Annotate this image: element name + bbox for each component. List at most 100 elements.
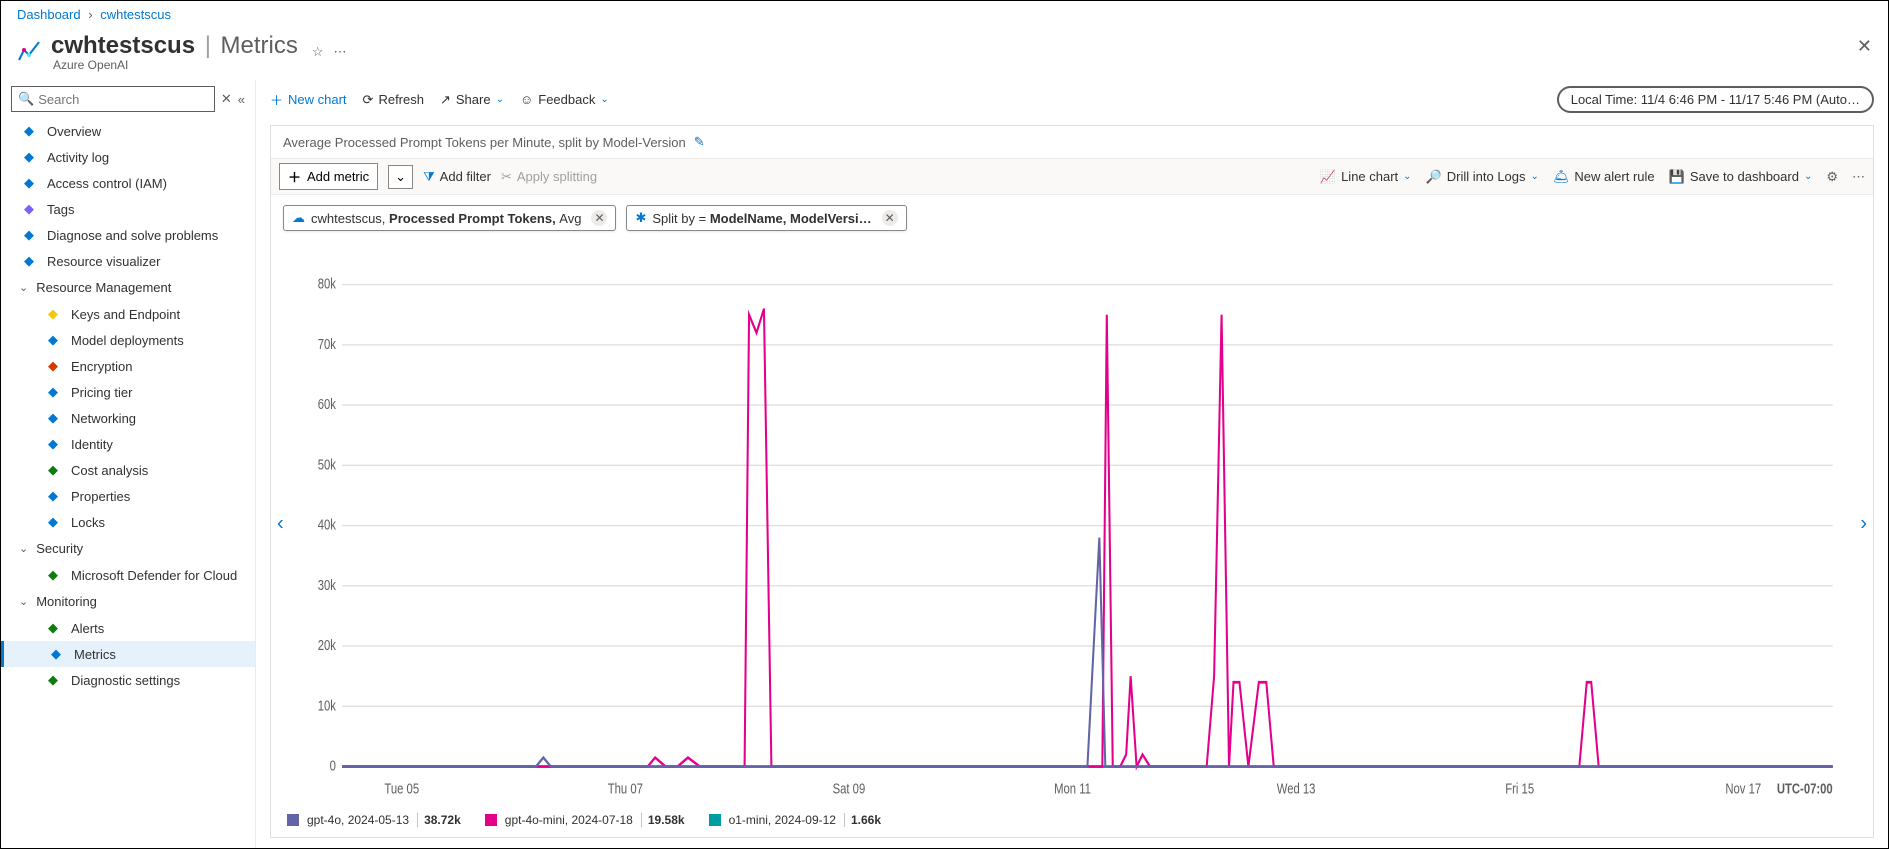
new-chart-button[interactable]: ＋New chart xyxy=(270,90,347,109)
svg-text:UTC-07:00: UTC-07:00 xyxy=(1777,780,1833,797)
nav-icon: ◆ xyxy=(45,358,61,374)
sidebar-group[interactable]: ⌄Monitoring xyxy=(1,588,255,615)
svg-text:Mon 11: Mon 11 xyxy=(1054,780,1091,797)
nav-icon: ◆ xyxy=(45,672,61,688)
sidebar-item[interactable]: ◆Pricing tier xyxy=(1,379,255,405)
apply-splitting-button: ✂Apply splitting xyxy=(501,169,597,185)
nav-icon: ◆ xyxy=(21,227,37,243)
chevron-down-icon: ⌄ xyxy=(19,542,28,555)
nav-icon: ◆ xyxy=(45,620,61,636)
sidebar-item[interactable]: ◆Access control (IAM) xyxy=(1,170,255,196)
chart-title: Average Processed Prompt Tokens per Minu… xyxy=(283,135,686,150)
svg-text:Wed 13: Wed 13 xyxy=(1277,780,1316,797)
refresh-button[interactable]: ⟳Refresh xyxy=(363,92,424,108)
sidebar-group[interactable]: ⌄Security xyxy=(1,535,255,562)
nav-icon: ◆ xyxy=(45,332,61,348)
nav-icon: ◆ xyxy=(45,514,61,530)
sidebar-item[interactable]: ◆Locks xyxy=(1,509,255,535)
sidebar-item[interactable]: ◆Keys and Endpoint xyxy=(1,301,255,327)
chevron-down-icon: ⌄ xyxy=(19,281,28,294)
sidebar-item[interactable]: ◆Diagnostic settings xyxy=(1,667,255,693)
chart-settings-icon[interactable]: ⚙ xyxy=(1826,169,1838,185)
sidebar-item[interactable]: ◆Metrics xyxy=(1,641,255,667)
drill-logs-button[interactable]: 🔎Drill into Logs⌄ xyxy=(1426,169,1539,185)
share-button[interactable]: ↗Share⌄ xyxy=(440,92,504,108)
main-content: ＋New chart ⟳Refresh ↗Share⌄ ☺Feedback⌄ L… xyxy=(256,80,1888,848)
nav-icon: ◆ xyxy=(45,410,61,426)
svg-text:60k: 60k xyxy=(318,396,337,413)
refresh-icon: ⟳ xyxy=(363,92,374,108)
sidebar-item[interactable]: ◆Model deployments xyxy=(1,327,255,353)
more-icon[interactable]: ⋯ xyxy=(334,44,347,60)
split-by-icon: ✱ xyxy=(635,210,646,226)
sidebar-item[interactable]: ◆Cost analysis xyxy=(1,457,255,483)
svg-text:Fri 15: Fri 15 xyxy=(1505,780,1534,797)
feedback-button[interactable]: ☺Feedback⌄ xyxy=(520,92,609,107)
nav-icon: ◆ xyxy=(45,436,61,452)
sidebar-item[interactable]: ◆Alerts xyxy=(1,615,255,641)
svg-text:Tue 05: Tue 05 xyxy=(384,780,419,797)
feedback-icon: ☺ xyxy=(520,92,533,107)
line-chart: 010k20k30k40k50k60k70k80kTue 05Thu 07Sat… xyxy=(301,241,1843,807)
chart-more-icon[interactable]: ⋯ xyxy=(1852,169,1865,185)
toolbar: ＋New chart ⟳Refresh ↗Share⌄ ☺Feedback⌄ L… xyxy=(256,80,1888,119)
page-title: cwhtestscus xyxy=(51,32,195,59)
nav-icon: ◆ xyxy=(21,253,37,269)
svg-text:Nov 17: Nov 17 xyxy=(1725,780,1761,797)
legend-entry[interactable]: gpt-4o, 2024-05-1338.72k xyxy=(287,813,461,827)
sidebar-item[interactable]: ◆Resource visualizer xyxy=(1,248,255,274)
edit-title-icon[interactable]: ✎ xyxy=(694,134,705,150)
metric-pill[interactable]: ☁ cwhtestscus, Processed Prompt Tokens, … xyxy=(283,205,616,231)
time-range-picker[interactable]: Local Time: 11/4 6:46 PM - 11/17 5:46 PM… xyxy=(1557,86,1874,113)
add-filter-button[interactable]: ⧩Add filter xyxy=(423,169,491,185)
chart-type-button[interactable]: 📈Line chart⌄ xyxy=(1320,169,1412,185)
logs-icon: 🔎 xyxy=(1426,169,1442,185)
collapse-sidebar-icon[interactable]: « xyxy=(238,92,245,107)
chevron-down-icon: ⌄ xyxy=(19,595,28,608)
breadcrumb-current[interactable]: cwhtestscus xyxy=(100,7,171,22)
split-icon: ✂ xyxy=(501,169,512,185)
nav-icon: ◆ xyxy=(45,488,61,504)
chart-next-icon[interactable]: › xyxy=(1860,513,1867,536)
close-icon[interactable]: ✕ xyxy=(1857,36,1872,57)
sidebar-item[interactable]: ◆Microsoft Defender for Cloud xyxy=(1,562,255,588)
breadcrumb-root[interactable]: Dashboard xyxy=(17,7,81,22)
nav-icon: ◆ xyxy=(21,123,37,139)
chart-legend: gpt-4o, 2024-05-1338.72k gpt-4o-mini, 202… xyxy=(271,807,1873,837)
new-alert-button[interactable]: 🛎New alert rule xyxy=(1553,169,1655,185)
chart-prev-icon[interactable]: ‹ xyxy=(277,513,284,536)
legend-entry[interactable]: gpt-4o-mini, 2024-07-1819.58k xyxy=(485,813,685,827)
nav-icon: ◆ xyxy=(21,201,37,217)
page-section: Metrics xyxy=(221,32,298,59)
nav-icon: ◆ xyxy=(21,149,37,165)
filter-icon: ⧩ xyxy=(423,169,435,185)
svg-text:Thu 07: Thu 07 xyxy=(608,780,643,797)
sidebar-item[interactable]: ◆Activity log xyxy=(1,144,255,170)
clear-search-icon[interactable]: ✕ xyxy=(221,91,232,107)
split-pill[interactable]: ✱ Split by = ModelName, ModelVersi… ✕ xyxy=(626,205,906,231)
add-metric-button[interactable]: ＋Add metric xyxy=(279,163,378,190)
svg-text:70k: 70k xyxy=(318,335,337,352)
sidebar-item[interactable]: ◆Diagnose and solve problems xyxy=(1,222,255,248)
add-metric-dropdown[interactable]: ⌄ xyxy=(388,165,413,189)
remove-metric-icon[interactable]: ✕ xyxy=(591,210,607,226)
breadcrumb: Dashboard › cwhtestscus xyxy=(1,1,1888,28)
remove-split-icon[interactable]: ✕ xyxy=(882,210,898,226)
svg-text:20k: 20k xyxy=(318,637,337,654)
search-icon: 🔍 xyxy=(18,91,34,107)
sidebar-item[interactable]: ◆Networking xyxy=(1,405,255,431)
favorite-icon[interactable]: ☆ xyxy=(312,44,324,60)
sidebar-item[interactable]: ◆Overview xyxy=(1,118,255,144)
sidebar-group[interactable]: ⌄Resource Management xyxy=(1,274,255,301)
nav-icon: ◆ xyxy=(21,175,37,191)
legend-entry[interactable]: o1-mini, 2024-09-121.66k xyxy=(709,813,881,827)
search-input[interactable]: 🔍 xyxy=(11,86,215,112)
sidebar-item[interactable]: ◆Identity xyxy=(1,431,255,457)
sidebar-item[interactable]: ◆Encryption xyxy=(1,353,255,379)
sidebar-item[interactable]: ◆Properties xyxy=(1,483,255,509)
line-chart-icon: 📈 xyxy=(1320,169,1336,185)
save-dashboard-button[interactable]: 💾Save to dashboard⌄ xyxy=(1669,169,1813,185)
resource-icon xyxy=(17,40,41,64)
sidebar-item[interactable]: ◆Tags xyxy=(1,196,255,222)
nav-icon: ◆ xyxy=(45,384,61,400)
